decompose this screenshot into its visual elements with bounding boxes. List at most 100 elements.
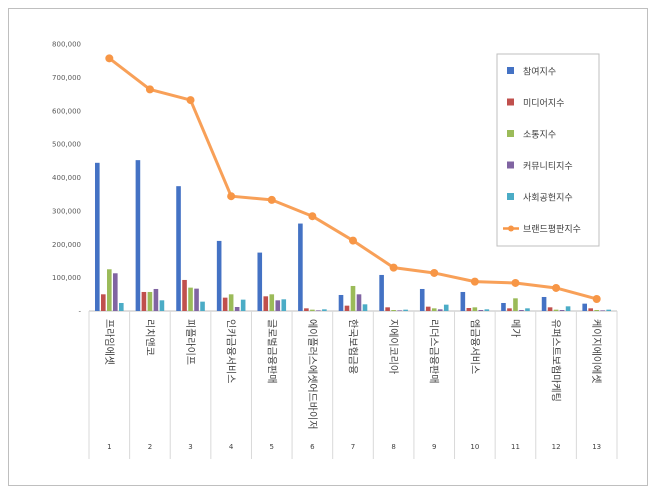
legend-swatch — [507, 67, 514, 74]
point-브랜드평판지수 — [511, 278, 520, 287]
bar-사회공헌지수 — [484, 309, 490, 311]
bar-series — [95, 160, 611, 311]
bar-커뮤니티지수 — [153, 288, 159, 311]
bar-참여지수 — [338, 294, 344, 311]
point-브랜드평판지수 — [349, 236, 357, 245]
bar-참여지수 — [460, 291, 466, 311]
bar-미디어지수 — [385, 307, 390, 311]
bar-소통지수 — [391, 309, 396, 311]
rank-label: 4 — [229, 443, 234, 451]
rank-label: 7 — [351, 443, 355, 451]
bar-참여지수 — [176, 186, 181, 311]
y-tick-label: 200,000 — [52, 241, 81, 249]
rank-label: 5 — [270, 443, 274, 451]
bar-커뮤니티지수 — [113, 273, 118, 311]
rank-label: 12 — [552, 443, 561, 451]
bar-커뮤니티지수 — [316, 310, 321, 311]
bar-소통지수 — [431, 308, 437, 311]
bar-커뮤니티지수 — [234, 306, 240, 311]
category-label: 케이지에이에셋 — [590, 319, 602, 383]
legend-label: 참여지수 — [523, 66, 556, 78]
bar-참여지수 — [379, 274, 384, 311]
category-label: 리더스금융판매 — [428, 319, 440, 383]
axes: - 100,000 200,000 300,000 400,000 500,000 600,… — [52, 41, 618, 459]
rank-label: 10 — [470, 443, 479, 451]
point-브랜드평판지수 — [470, 277, 479, 286]
y-tick-label: 700,000 — [52, 74, 81, 82]
bar-커뮤니티지수 — [356, 294, 362, 311]
point-브랜드평판지수 — [552, 283, 561, 292]
bar-소통지수 — [472, 307, 478, 311]
rank-label: 6 — [310, 443, 315, 451]
bar-사회공헌지수 — [606, 309, 611, 311]
point-브랜드평판지수 — [308, 212, 317, 221]
category-label: 에이플러스에셋어드바이저 — [306, 319, 318, 429]
bar-소통지수 — [310, 309, 315, 311]
category-label: 메가 — [509, 319, 521, 337]
category-label: 지에이코리아 — [387, 319, 399, 374]
bar-소통지수 — [269, 294, 275, 311]
bar-소통지수 — [188, 287, 193, 311]
bar-참여지수 — [541, 296, 547, 311]
rank-label: 13 — [592, 443, 601, 451]
bar-미디어지수 — [263, 296, 269, 311]
y-tick-label: 400,000 — [52, 174, 81, 182]
bar-커뮤니티지수 — [600, 310, 605, 311]
legend-label: 사회공헌지수 — [523, 193, 573, 204]
category-label: 유퍼스트보험마케팅 — [550, 319, 562, 402]
bar-참여지수 — [216, 240, 222, 311]
bar-커뮤니티지수 — [437, 309, 443, 311]
bar-참여지수 — [501, 302, 506, 311]
bar-사회공헌지수 — [565, 306, 571, 311]
bar-참여지수 — [95, 162, 100, 311]
point-브랜드평판지수 — [105, 54, 114, 63]
y-tick-label: 300,000 — [52, 207, 81, 215]
point-브랜드평판지수 — [227, 192, 236, 201]
bar-미디어지수 — [425, 306, 431, 311]
bar-참여지수 — [419, 288, 425, 311]
legend-box — [496, 53, 600, 247]
category-label: 리치앤코 — [143, 319, 155, 356]
bar-커뮤니티지수 — [519, 309, 524, 311]
bar-참여지수 — [257, 252, 263, 311]
bar-미디어지수 — [344, 305, 350, 311]
bar-소통지수 — [228, 294, 234, 311]
y-tick-label: - — [78, 308, 81, 316]
category-label: 한국보험금융 — [347, 319, 359, 374]
bar-참여지수 — [582, 303, 587, 311]
y-tick-label: 800,000 — [52, 41, 81, 49]
chart-frame: - 100,000 200,000 300,000 400,000 500,000 600,… — [8, 8, 648, 486]
line-series — [105, 54, 601, 303]
bar-참여지수 — [135, 160, 141, 311]
bar-사회공헌지수 — [240, 299, 246, 311]
rank-label: 9 — [432, 443, 436, 451]
y-tick-label: 500,000 — [52, 141, 81, 149]
legend-swatch — [507, 161, 514, 169]
bar-미디어지수 — [547, 307, 553, 311]
bar-미디어지수 — [466, 307, 472, 311]
bar-소통지수 — [553, 309, 559, 311]
rank-label: 3 — [188, 443, 192, 451]
legend-label: 브랜드평판지수 — [523, 224, 581, 235]
bar-사회공헌지수 — [403, 309, 408, 311]
category-label: 인카금융서비스 — [225, 319, 237, 383]
category-label: 프라임에셋 — [103, 319, 116, 365]
rank-label: 1 — [107, 443, 111, 451]
bar-미디어지수 — [182, 279, 187, 311]
bar-소통지수 — [594, 309, 599, 311]
bar-소통지수 — [513, 298, 518, 311]
bar-커뮤니티지수 — [559, 309, 565, 311]
rank-label: 11 — [511, 443, 520, 451]
legend-swatch — [507, 98, 514, 106]
bar-참여지수 — [298, 223, 303, 311]
bar-미디어지수 — [588, 308, 593, 311]
bar-사회공헌지수 — [362, 304, 368, 311]
bar-미디어지수 — [141, 291, 147, 311]
bar-커뮤니티지수 — [275, 300, 281, 311]
bar-사회공헌지수 — [322, 309, 327, 311]
bar-사회공헌지수 — [119, 302, 124, 311]
point-브랜드평판지수 — [186, 96, 195, 105]
point-브랜드평판지수 — [267, 195, 276, 204]
bar-사회공헌지수 — [525, 308, 530, 311]
legend-swatch — [507, 193, 514, 200]
